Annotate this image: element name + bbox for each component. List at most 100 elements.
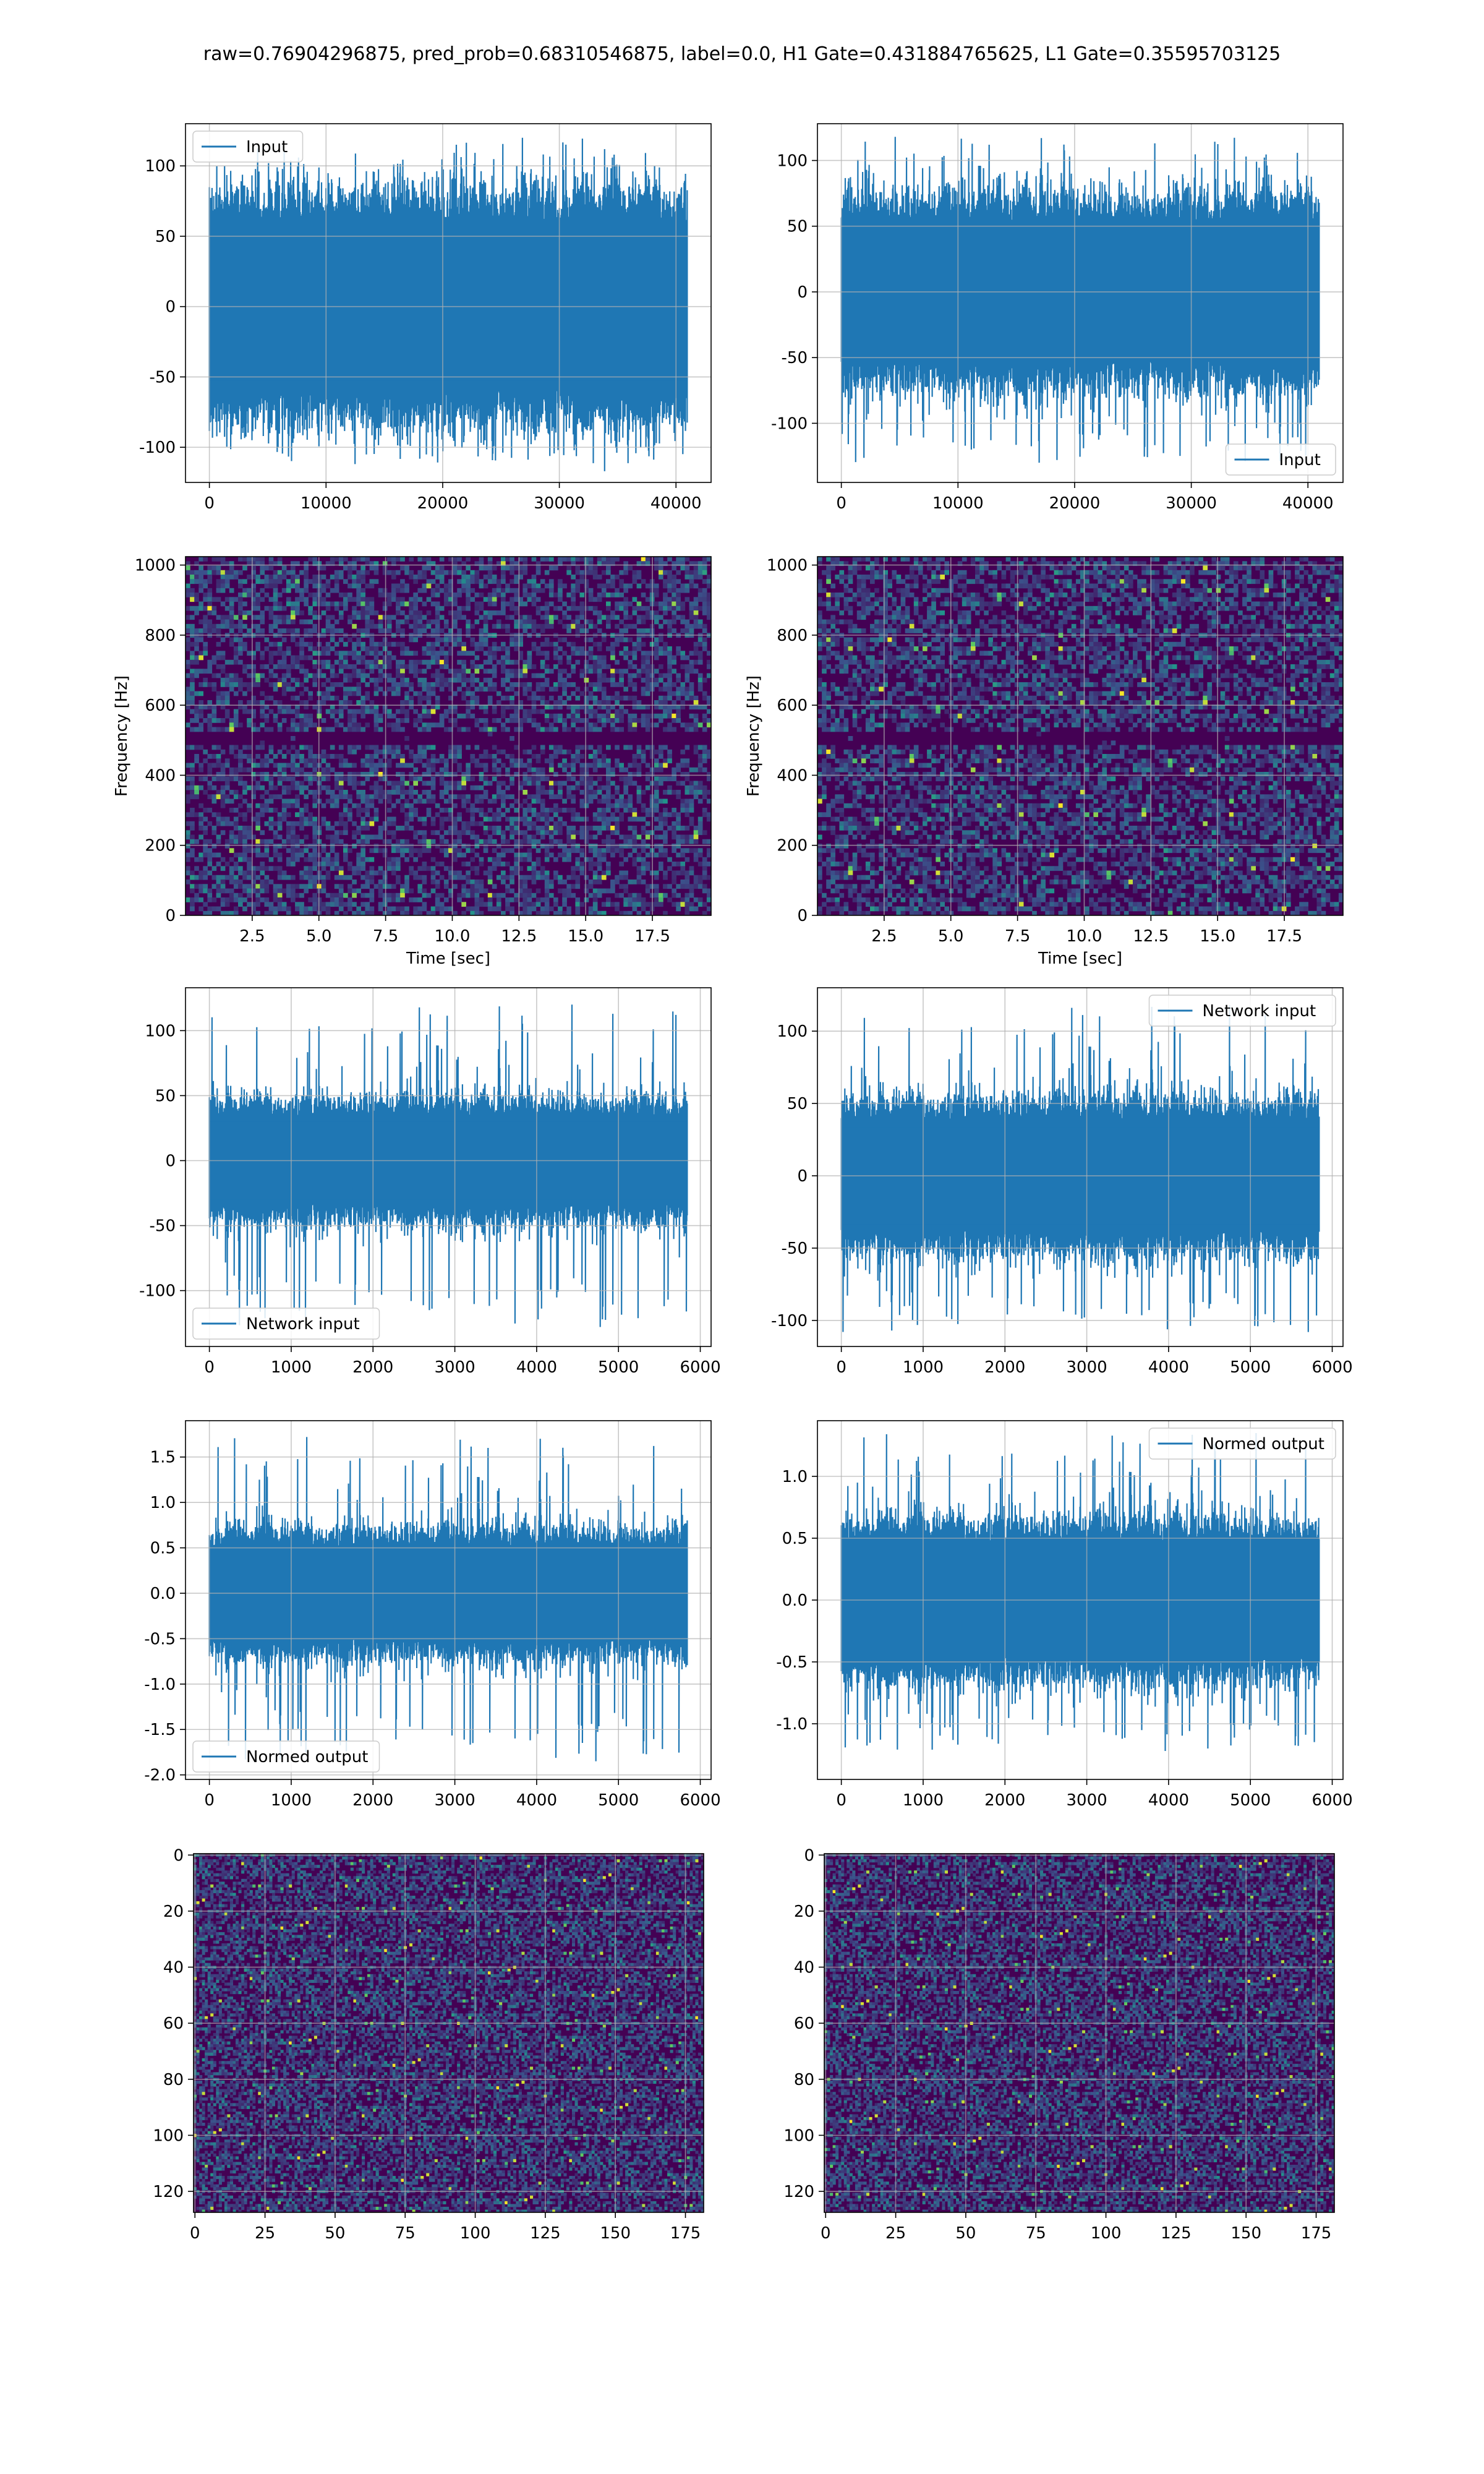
y-tick-label: 40 xyxy=(163,1959,184,1977)
x-tick-label: 12.5 xyxy=(1133,927,1169,946)
x-tick-label: 100 xyxy=(460,2224,491,2243)
x-tick-label: 0 xyxy=(190,2224,200,2243)
plot-area xyxy=(824,1854,1334,2212)
x-tick-label: 1000 xyxy=(903,1358,944,1377)
legend-label: Network input xyxy=(1203,1002,1316,1021)
y-tick-label: 100 xyxy=(145,157,176,176)
x-tick-label: 3000 xyxy=(434,1358,475,1377)
y-tick-label: -50 xyxy=(782,349,808,367)
y-tick-label: 0 xyxy=(797,283,808,302)
y-tick-label: 800 xyxy=(777,627,808,645)
x-tick-label: 50 xyxy=(325,2224,345,2243)
x-tick-label: 3000 xyxy=(434,1791,475,1810)
x-tick-label: 3000 xyxy=(1066,1358,1107,1377)
axes-frame xyxy=(185,1420,712,1780)
x-tick-label: 6000 xyxy=(680,1791,720,1810)
x-tick-label: 4000 xyxy=(1148,1791,1189,1810)
x-tick-label: 40000 xyxy=(650,494,702,513)
y-tick-label: 1000 xyxy=(135,557,176,575)
y-tick-label: -2.0 xyxy=(144,1766,176,1785)
y-tick-label: 100 xyxy=(145,1022,176,1040)
x-tick-label: 2000 xyxy=(352,1791,393,1810)
x-tick-label: 0 xyxy=(836,1791,846,1810)
y-axis-label: Frequency [Hz] xyxy=(113,675,131,797)
axes-frame xyxy=(185,123,712,483)
plot-area xyxy=(186,557,711,915)
y-tick-label: 40 xyxy=(794,1959,814,1977)
legend-label: Network input xyxy=(246,1315,360,1333)
y-tick-label: -100 xyxy=(771,414,808,433)
x-tick-label: 2000 xyxy=(984,1791,1025,1810)
y-tick-label: 60 xyxy=(794,2014,814,2033)
y-tick-label: -100 xyxy=(771,1312,808,1330)
y-tick-label: -100 xyxy=(139,439,176,457)
x-tick-label: 15.0 xyxy=(1200,927,1235,946)
x-tick-label: 150 xyxy=(1230,2224,1261,2243)
x-tick-label: 75 xyxy=(1026,2224,1046,2243)
x-tick-label: 4000 xyxy=(516,1358,557,1377)
chart-panel-row4-left: 0 1000 2000 3000 4000 5000 6000 -2.0 -1.5 -1.0 -0.… xyxy=(144,1420,721,1810)
x-tick-label: 1000 xyxy=(271,1791,312,1810)
x-tick-label: 50 xyxy=(955,2224,976,2243)
chart-panel-row3-left: 0 1000 2000 3000 4000 5000 6000 -100 -50 0 50 100 Ne… xyxy=(139,987,721,1377)
plot-area xyxy=(194,1854,704,2212)
y-tick-label: -50 xyxy=(782,1239,808,1258)
y-tick-label: 1.0 xyxy=(782,1468,808,1486)
y-tick-label: 0 xyxy=(165,298,176,317)
x-tick-label: 5000 xyxy=(1230,1791,1271,1810)
y-tick-label: 200 xyxy=(145,837,176,855)
x-tick-label: 2.5 xyxy=(239,927,265,946)
y-tick-label: 0 xyxy=(173,1846,184,1865)
chart-panel-row1-left: 0 10000 20000 30000 40000 -100 -50 0 50 100 Input xyxy=(139,123,712,513)
x-tick-label: 175 xyxy=(1301,2224,1332,2243)
y-tick-label: 0.0 xyxy=(782,1591,808,1610)
y-tick-label: 0.0 xyxy=(150,1585,176,1603)
x-tick-label: 6000 xyxy=(680,1358,720,1377)
x-tick-label: 25 xyxy=(885,2224,906,2243)
x-tick-label: 30000 xyxy=(1166,494,1217,513)
x-tick-label: 75 xyxy=(395,2224,416,2243)
axes-frame xyxy=(817,123,1344,483)
y-tick-label: 120 xyxy=(783,2183,814,2201)
x-tick-label: 40000 xyxy=(1282,494,1334,513)
chart-panel-row5-left: 0 25 50 75 100 125 150 175 0 20 40 60 80 100 120 xyxy=(153,1846,704,2243)
legend-label: Normed output xyxy=(1203,1435,1324,1453)
y-tick-label: 0.5 xyxy=(150,1539,176,1558)
x-tick-label: 5.0 xyxy=(306,927,331,946)
y-tick-label: 1.5 xyxy=(150,1449,176,1467)
x-tick-label: 150 xyxy=(600,2224,631,2243)
y-tick-label: 600 xyxy=(145,696,176,715)
x-tick-label: 12.5 xyxy=(501,927,537,946)
x-tick-label: 2000 xyxy=(984,1358,1025,1377)
legend: Normed output xyxy=(1148,1427,1336,1460)
chart-panel-row3-right: 0 1000 2000 3000 4000 5000 6000 -100 -50 0 50 100 Ne… xyxy=(771,987,1353,1377)
y-tick-label: 0 xyxy=(797,1167,808,1186)
legend-label: Input xyxy=(246,138,288,156)
x-tick-label: 17.5 xyxy=(634,927,670,946)
x-tick-label: 0 xyxy=(204,1358,215,1377)
legend: Input xyxy=(192,131,304,163)
y-tick-label: -50 xyxy=(150,1217,176,1236)
x-tick-label: 125 xyxy=(530,2224,561,2243)
y-tick-label: 60 xyxy=(163,2014,184,2033)
chart-panel-row1-right: 0 10000 20000 30000 40000 -100 -50 0 50 100 Input xyxy=(771,123,1344,513)
x-tick-label: 4000 xyxy=(516,1791,557,1810)
x-tick-label: 0 xyxy=(821,2224,831,2243)
y-tick-label: 0 xyxy=(797,907,808,925)
x-axis-label: Time [sec] xyxy=(1038,949,1122,968)
plot-area xyxy=(186,1421,711,1779)
y-tick-label: 120 xyxy=(153,2183,184,2201)
legend: Network input xyxy=(192,1308,380,1340)
legend: Normed output xyxy=(192,1740,380,1773)
y-tick-label: 20 xyxy=(794,1903,814,1921)
y-tick-label: 50 xyxy=(155,228,176,246)
chart-panel-row2-left: 2.5 5.0 7.5 10.0 12.5 15.0 17.5 0 200 400 600 800 10… xyxy=(113,556,712,968)
y-tick-label: -0.5 xyxy=(776,1653,808,1672)
y-tick-label: 200 xyxy=(777,837,808,855)
y-tick-label: 0 xyxy=(165,1152,176,1170)
x-axis-label: Time [sec] xyxy=(406,949,490,968)
x-tick-label: 17.5 xyxy=(1266,927,1302,946)
legend-label: Input xyxy=(1279,451,1321,469)
x-tick-label: 10.0 xyxy=(435,927,471,946)
x-tick-label: 25 xyxy=(255,2224,275,2243)
